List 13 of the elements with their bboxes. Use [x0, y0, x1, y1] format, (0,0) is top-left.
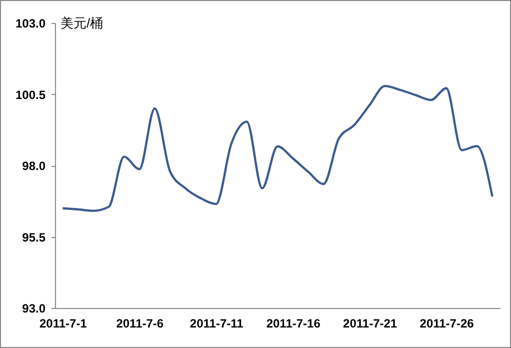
x-tick-label: 2011-7-26	[420, 316, 474, 330]
y-tick-label: 98.0	[22, 159, 46, 173]
y-tick-label: 95.5	[22, 230, 46, 244]
x-tick-label: 2011-7-1	[39, 316, 88, 330]
y-tick-label: 103.0	[15, 16, 46, 30]
y-tick-label: 100.5	[15, 88, 46, 102]
x-tick-label: 2011-7-6	[116, 316, 164, 330]
x-tick-label: 2011-7-16	[266, 316, 321, 330]
y-axis-title: 美元/桶	[60, 16, 104, 30]
x-tick-label: 2011-7-21	[343, 316, 398, 330]
x-tick-label: 2011-7-11	[190, 316, 244, 330]
line-series	[62, 84, 494, 212]
y-tick-label: 93.0	[22, 302, 46, 316]
